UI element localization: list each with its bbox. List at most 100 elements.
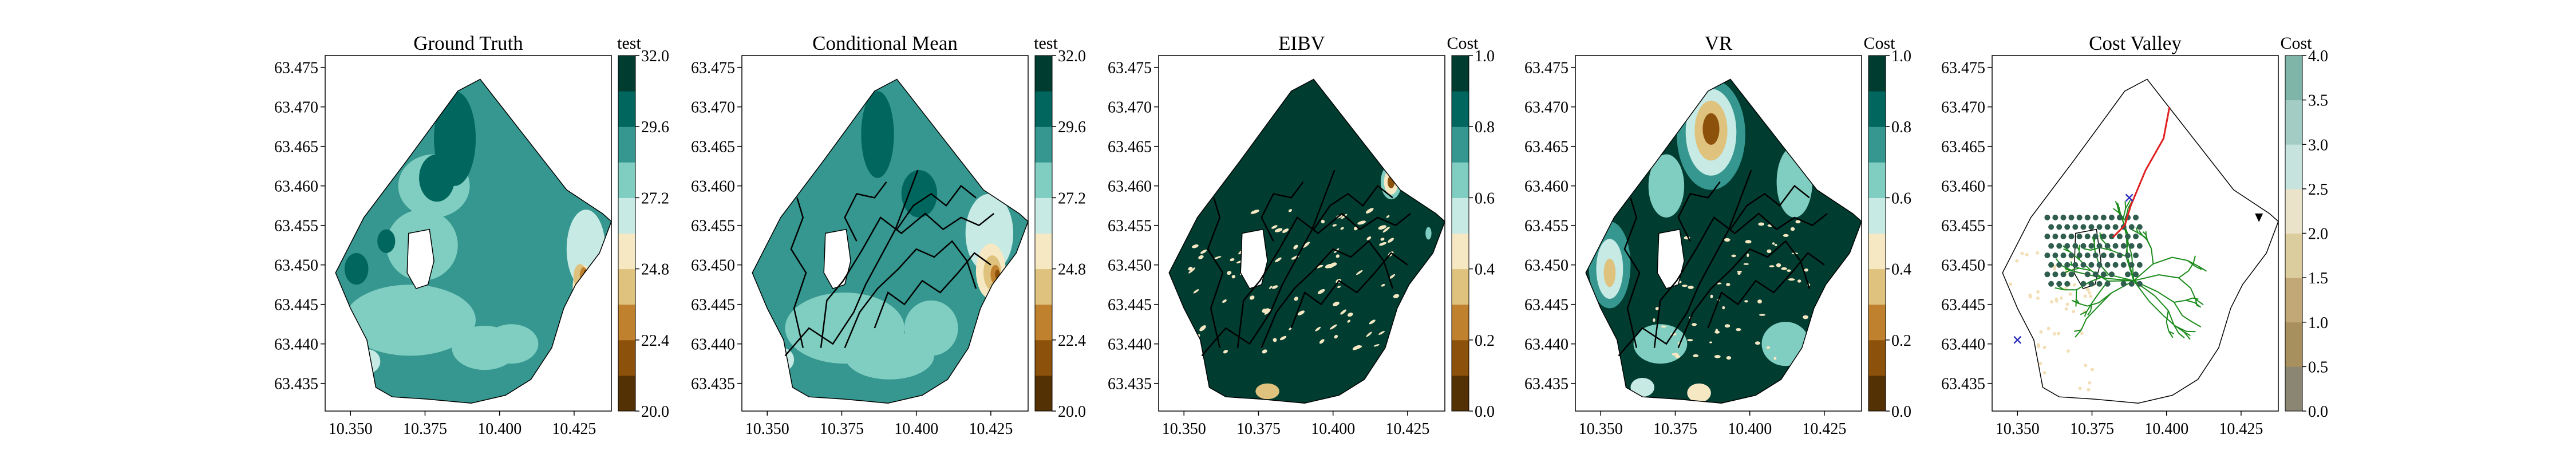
eibv-streak <box>1250 210 1259 214</box>
rrt-edge <box>2064 267 2071 271</box>
waypoint-dot <box>2068 271 2075 278</box>
waypoint-dot <box>2084 271 2091 278</box>
cost-point <box>2009 282 2013 286</box>
rrt-edge <box>2145 234 2148 240</box>
eibv-streak <box>1332 224 1337 227</box>
rrt-edge <box>2154 295 2169 311</box>
vr-streak <box>1788 278 1795 281</box>
waypoint-dot <box>2108 252 2115 259</box>
vr-streak <box>1743 263 1749 265</box>
waypoint-dot <box>2068 234 2075 239</box>
rrt-edge <box>2166 310 2169 323</box>
colorbar-band <box>618 127 635 163</box>
eibv-streak <box>1297 310 1305 315</box>
contour-region <box>484 324 539 364</box>
colorbar-band <box>2285 56 2302 101</box>
rrt-edge <box>2186 297 2193 301</box>
waypoint-dot <box>2084 252 2091 259</box>
sampling-path <box>1707 252 1825 329</box>
cost-point <box>2072 283 2076 287</box>
eibv-streak <box>1199 325 1206 331</box>
rrt-edge <box>2178 270 2189 279</box>
area-outline <box>1168 78 1445 404</box>
rrt-edge <box>2087 310 2092 316</box>
x-tick-label: 10.375 <box>820 420 864 438</box>
cross-marker <box>2125 194 2134 202</box>
colorbar-frame <box>1868 55 1886 412</box>
y-tick-label: 63.435 <box>1108 376 1152 393</box>
y-tick-label: 63.445 <box>691 297 735 314</box>
contour-region <box>1648 154 1685 218</box>
eibv-streak <box>1340 309 1346 315</box>
colorbar-tick-label: 22.4 <box>1058 332 1086 350</box>
colorbar-tick-label: 0.0 <box>1475 403 1495 421</box>
y-tick-label: 63.465 <box>1941 139 1985 156</box>
colorbar-frame <box>1451 55 1469 412</box>
waypoint-dot <box>2128 262 2135 268</box>
eibv-streak <box>1337 286 1341 288</box>
vr-streak <box>1767 249 1772 253</box>
waypoint-dot <box>2125 234 2131 239</box>
y-tick-label: 63.450 <box>1524 257 1568 275</box>
y-tick-label: 63.435 <box>1941 376 1985 393</box>
colorbar-band <box>618 339 635 376</box>
cost-point <box>2028 295 2032 299</box>
rrt-edge <box>2093 244 2096 252</box>
eibv-streak <box>1236 260 1242 264</box>
y-tick-label: 63.445 <box>1941 297 1985 314</box>
waypoint-dot <box>2100 271 2107 278</box>
waypoint-dot <box>2080 281 2087 287</box>
rrt-edge <box>2187 260 2196 267</box>
vr-streak <box>1787 269 1791 272</box>
vr-streak <box>1783 234 1789 237</box>
colorbar-band <box>1868 162 1886 198</box>
colorbar-label: Cost <box>1863 34 1895 53</box>
eibv-streak <box>1274 228 1283 232</box>
x-tick-label: 10.400 <box>1728 420 1772 438</box>
waypoint-dot <box>2052 234 2059 239</box>
sampling-path <box>1623 198 1641 348</box>
rrt-edge <box>2156 291 2175 303</box>
waypoint-dot <box>2064 281 2071 287</box>
waypoint-dot <box>2044 234 2050 239</box>
x-tick-label: 10.425 <box>969 420 1013 438</box>
y-tick-label: 63.440 <box>1941 336 1985 354</box>
vr-streak <box>1737 273 1741 275</box>
rrt-edge <box>2182 315 2193 323</box>
waypoint-dot <box>2092 271 2099 278</box>
vr-streak <box>1722 306 1725 310</box>
y-tick-label: 63.465 <box>1108 139 1152 156</box>
vr-streak <box>1758 222 1765 226</box>
eibv-streak <box>1365 208 1374 214</box>
colorbar-band <box>1452 375 1469 412</box>
waypoint-dot <box>2076 252 2083 259</box>
eibv-streak <box>1288 209 1292 212</box>
eibv-streak <box>1192 244 1199 248</box>
colorbar-band <box>1452 198 1469 234</box>
y-tick-label: 63.450 <box>1941 257 1985 275</box>
panel-1: Ground Truth 10.350 10.375 10.400 10.425 63.4… <box>274 32 669 438</box>
waypoint-dot <box>2096 243 2103 249</box>
vr-streak <box>1737 270 1742 273</box>
waypoint-dot <box>2128 281 2135 287</box>
colorbar-tick-label: 27.2 <box>1058 189 1086 207</box>
waypoint-dot <box>2104 281 2111 287</box>
rrt-edge <box>2159 274 2179 279</box>
eibv-streak <box>1274 257 1282 263</box>
colorbar-band <box>1035 198 1052 234</box>
area-outline <box>2002 78 2279 404</box>
waypoint-dot <box>2136 281 2143 287</box>
waypoint-dot <box>2136 262 2143 268</box>
sampling-path <box>1618 169 1752 357</box>
sampling-path <box>844 181 887 242</box>
colorbar-band <box>1452 269 1469 305</box>
island-hole <box>823 228 851 290</box>
rrt-edge <box>2075 329 2082 338</box>
cost-point <box>2046 326 2050 330</box>
sampling-path <box>1236 212 1411 348</box>
eibv-streak <box>1230 258 1235 262</box>
rrt-edge <box>2142 234 2148 241</box>
waypoint-dot <box>2092 214 2099 220</box>
rrt-edge <box>2080 311 2087 315</box>
sampling-path <box>1313 184 1393 230</box>
